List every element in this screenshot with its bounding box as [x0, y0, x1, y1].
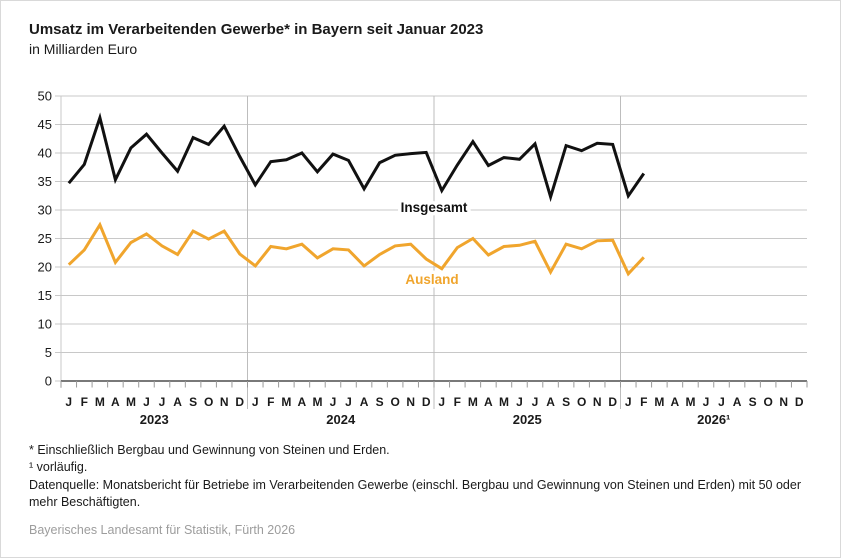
month-label: O	[204, 395, 213, 409]
month-label: N	[779, 395, 788, 409]
series-label-insgesamt: Insgesamt	[401, 200, 468, 215]
month-label: J	[159, 395, 166, 409]
y-axis-label: 25	[38, 231, 52, 246]
month-label: A	[173, 395, 182, 409]
month-label: N	[220, 395, 229, 409]
month-label: A	[360, 395, 369, 409]
month-label: M	[654, 395, 664, 409]
month-label: F	[640, 395, 647, 409]
footnote-asterisk: * Einschließlich Bergbau und Gewinnung v…	[29, 443, 390, 457]
month-label: M	[95, 395, 105, 409]
y-axis-label: 30	[38, 203, 52, 218]
month-label: S	[749, 395, 757, 409]
month-label: J	[252, 395, 259, 409]
y-axis-label: 5	[45, 345, 52, 360]
month-label: M	[685, 395, 695, 409]
month-label: S	[189, 395, 197, 409]
month-label: J	[143, 395, 150, 409]
chart-header: Umsatz im Verarbeitenden Gewerbe* in Bay…	[29, 21, 483, 57]
month-label: N	[593, 395, 602, 409]
month-label: A	[733, 395, 742, 409]
month-label: J	[345, 395, 352, 409]
month-label: O	[390, 395, 399, 409]
month-label: J	[330, 395, 337, 409]
month-label: J	[516, 395, 523, 409]
month-label: M	[312, 395, 322, 409]
year-label: 2024	[326, 412, 356, 427]
month-label: J	[532, 395, 539, 409]
month-label: F	[454, 395, 461, 409]
month-label: D	[795, 395, 804, 409]
year-label: 2026¹	[697, 412, 730, 427]
chart-subtitle: in Milliarden Euro	[29, 40, 138, 57]
month-label: D	[608, 395, 617, 409]
month-label: A	[546, 395, 555, 409]
month-label: A	[111, 395, 120, 409]
month-label: N	[406, 395, 415, 409]
chart-title: Umsatz im Verarbeitenden Gewerbe* in Bay…	[29, 21, 484, 38]
month-label: D	[422, 395, 431, 409]
y-axis-label: 0	[45, 374, 52, 389]
month-label: S	[376, 395, 384, 409]
month-label: S	[562, 395, 570, 409]
y-axis-label: 45	[38, 117, 52, 132]
month-label: O	[763, 395, 772, 409]
series-line-ausland	[67, 221, 645, 277]
y-axis-label: 35	[38, 174, 52, 189]
y-axis-label: 40	[38, 146, 52, 161]
month-label: A	[671, 395, 680, 409]
month-label: O	[577, 395, 586, 409]
footnote-source: Datenquelle: Monatsbericht für Betriebe …	[29, 477, 801, 509]
month-label: F	[267, 395, 274, 409]
month-label: M	[281, 395, 291, 409]
month-label: J	[718, 395, 725, 409]
publisher-credit: Bayerisches Landesamt für Statistik, Für…	[29, 523, 296, 537]
y-axis-label: 50	[38, 89, 52, 104]
month-label: D	[235, 395, 244, 409]
month-label: M	[126, 395, 136, 409]
y-axis-label: 10	[38, 317, 52, 332]
series-label-ausland: Ausland	[405, 272, 458, 287]
month-label: A	[298, 395, 307, 409]
year-label: 2025	[513, 412, 542, 427]
y-axis-label: 20	[38, 260, 52, 275]
month-label: A	[484, 395, 493, 409]
y-axis-label: 15	[38, 288, 52, 303]
footnotes: * Einschließlich Bergbau und Gewinnung v…	[29, 442, 807, 511]
series-line-insgesamt	[67, 112, 646, 203]
month-label: M	[468, 395, 478, 409]
footnote-preliminary: ¹ vorläufig.	[29, 460, 88, 475]
year-label: 2023	[140, 412, 169, 427]
month-label: J	[625, 395, 632, 409]
month-label: J	[438, 395, 445, 409]
month-label: J	[65, 395, 72, 409]
month-label: J	[703, 395, 710, 409]
month-label: M	[499, 395, 509, 409]
month-label: F	[81, 395, 88, 409]
